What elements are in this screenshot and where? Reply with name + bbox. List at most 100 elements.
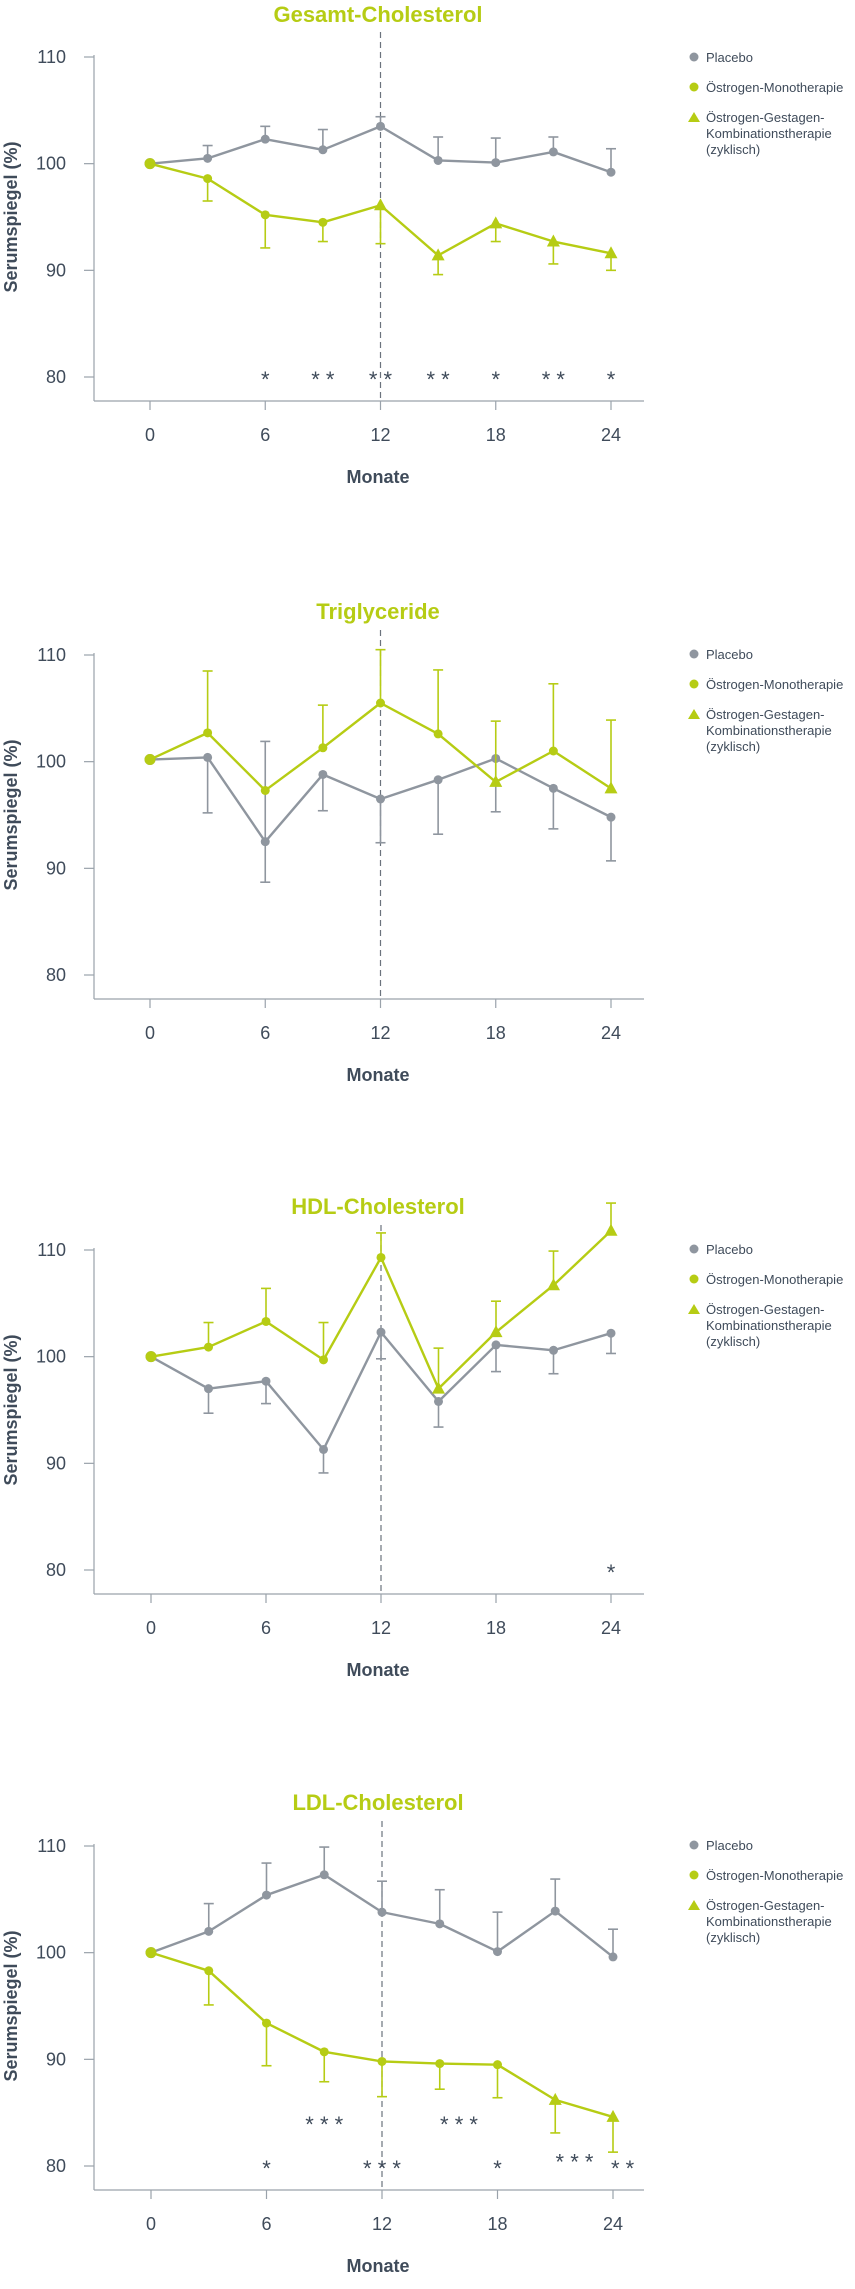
- legend-label-mono: Östrogen-Monotherapie: [706, 1272, 843, 1287]
- data-point: [376, 1252, 386, 1262]
- chart-title: HDL-Cholesterol: [291, 1194, 465, 1219]
- chart-panel-2: Triglyceride 80 90 100 110 0 6 12 18 24 Monate Seru…: [1, 599, 843, 1085]
- data-point: [606, 167, 616, 177]
- data-point-triangle: [546, 234, 560, 247]
- x-tick-label: 0: [145, 425, 155, 445]
- y-tick-label: 100: [36, 1347, 66, 1367]
- data-point: [203, 153, 213, 163]
- data-point: [376, 121, 385, 131]
- legend-label-combo: Kombinationstherapie: [706, 723, 832, 738]
- y-tick-label: 80: [46, 367, 66, 387]
- x-tick-label: 6: [261, 2214, 271, 2234]
- data-point: [260, 210, 270, 220]
- data-point: [606, 812, 616, 822]
- y-tick-label: 80: [46, 2156, 66, 2176]
- series-estrogen: [145, 1202, 618, 1394]
- x-tick-label: 6: [261, 1618, 271, 1638]
- legend-label-combo: Östrogen-Gestagen-: [706, 1302, 825, 1317]
- data-point-triangle: [431, 248, 445, 261]
- legend-marker-mono: [689, 1274, 699, 1284]
- data-point: [145, 1947, 157, 1959]
- y-tick-label: 100: [36, 752, 66, 772]
- y-tick-label: 90: [46, 260, 66, 280]
- significance-marker: * * *: [305, 2112, 343, 2137]
- data-point: [606, 1328, 616, 1338]
- data-point: [262, 1890, 271, 1900]
- data-point: [493, 2060, 502, 2070]
- data-point-triangle: [489, 774, 503, 787]
- legend-marker-placebo: [689, 649, 699, 659]
- legend-marker-placebo: [689, 1840, 699, 1850]
- significance-marker: *: [607, 367, 616, 392]
- significance-marker: *: [262, 2156, 271, 2181]
- data-point-triangle: [432, 1381, 445, 1394]
- x-tick-label: 12: [370, 1023, 390, 1043]
- x-tick-label: 12: [371, 1618, 391, 1638]
- legend-label-mono: Östrogen-Monotherapie: [706, 677, 843, 692]
- data-point: [549, 1345, 558, 1355]
- legend-label-combo: Östrogen-Gestagen-: [706, 1898, 825, 1913]
- x-tick-label: 0: [145, 1023, 155, 1043]
- data-point: [548, 783, 558, 793]
- data-point: [261, 1316, 271, 1326]
- significance-marker: * *: [611, 2156, 635, 2181]
- series-estrogen: [144, 158, 618, 276]
- y-tick-label: 100: [36, 1943, 66, 1963]
- legend-marker-mono: [689, 679, 699, 689]
- data-point: [319, 2047, 329, 2057]
- legend-marker-mono: [689, 1870, 699, 1880]
- legend-marker-combo: [688, 709, 700, 719]
- x-axis-label: Monate: [347, 2256, 410, 2276]
- series-line: [149, 701, 612, 792]
- data-point: [260, 134, 270, 144]
- significance-marker: *: [491, 367, 500, 392]
- data-point-triangle: [604, 246, 618, 259]
- data-point: [435, 2059, 445, 2069]
- significance-marker: * *: [369, 367, 393, 392]
- y-tick-label: 80: [46, 965, 66, 985]
- data-point: [318, 769, 328, 779]
- chart-panel-3: HDL-Cholesterol 80 90 100 110 0 6 12 18 24 Monate S…: [1, 1194, 843, 1680]
- data-point: [203, 752, 213, 762]
- legend-label-placebo: Placebo: [706, 647, 753, 662]
- significance-marker: * * *: [440, 2112, 478, 2137]
- data-point: [144, 754, 156, 766]
- significance-marker: *: [607, 1560, 616, 1585]
- data-point: [204, 1384, 213, 1394]
- legend: Placebo Östrogen-Monotherapie Östrogen-Ges…: [688, 647, 843, 754]
- significance-marker: * * *: [363, 2156, 401, 2181]
- y-axis-label: Serumspiegel (%): [1, 1930, 21, 2081]
- legend-label-combo: (zyklisch): [706, 1334, 760, 1349]
- data-point: [435, 1919, 445, 1929]
- legend-label-combo: (zyklisch): [706, 1930, 760, 1945]
- x-tick-label: 18: [487, 2214, 507, 2234]
- x-tick-label: 18: [486, 425, 506, 445]
- data-point: [318, 743, 328, 753]
- chart-panel-4: LDL-Cholesterol 80 90 100 110 0 6 12 18 24 Monate S…: [1, 1790, 843, 2276]
- y-tick-label: 110: [37, 1836, 66, 1856]
- data-point: [433, 155, 443, 165]
- data-point: [204, 1342, 213, 1352]
- legend-marker-placebo: [689, 1244, 699, 1254]
- legend-marker-placebo: [689, 52, 699, 62]
- data-point: [318, 145, 328, 155]
- data-point: [204, 1966, 214, 1976]
- y-tick-label: 90: [46, 858, 66, 878]
- significance-marker: * *: [311, 367, 335, 392]
- data-point-triangle: [606, 2109, 620, 2122]
- data-point: [319, 1870, 329, 1880]
- legend-label-mono: Östrogen-Monotherapie: [706, 80, 843, 95]
- legend-marker-combo: [688, 1900, 700, 1910]
- x-tick-label: 12: [370, 425, 390, 445]
- legend-label-combo: Östrogen-Gestagen-: [706, 707, 825, 722]
- data-point: [608, 1952, 618, 1962]
- data-point: [262, 2018, 271, 2028]
- data-point: [377, 1907, 387, 1917]
- data-point-triangle: [604, 1223, 618, 1236]
- y-axis-label: Serumspiegel (%): [1, 739, 21, 890]
- significance-marker: *: [493, 2156, 502, 2181]
- y-tick-label: 100: [36, 154, 66, 174]
- data-point: [376, 794, 385, 804]
